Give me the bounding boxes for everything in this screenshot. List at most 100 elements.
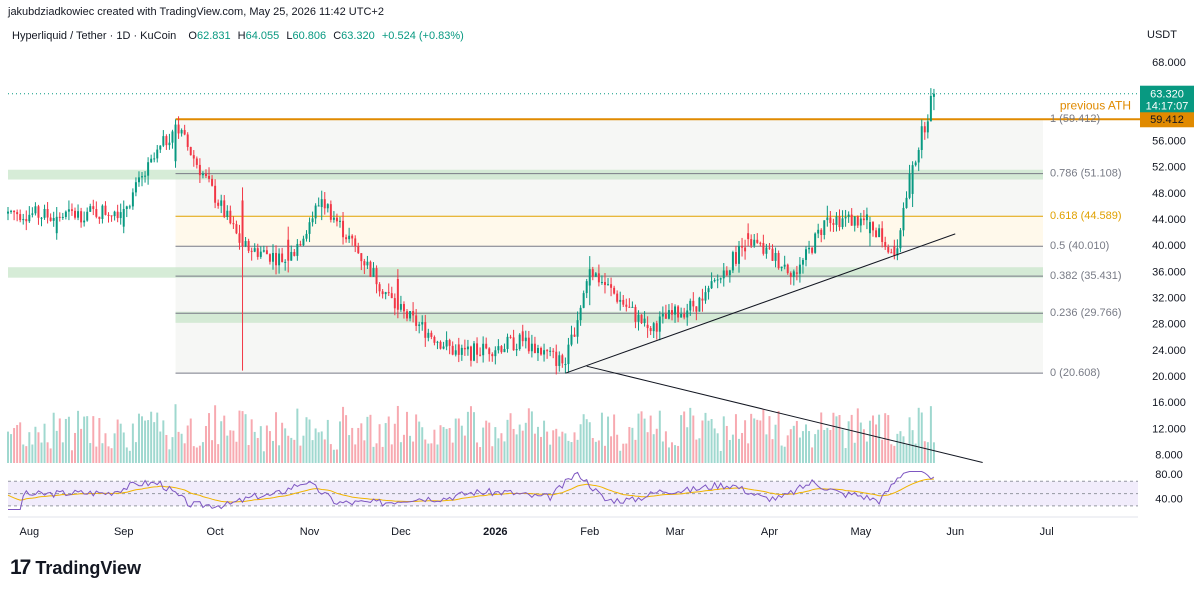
volume-bar: [680, 415, 683, 463]
candle-body: [558, 355, 561, 366]
candle-body: [235, 224, 238, 234]
candle-body: [899, 230, 902, 249]
volume-bar: [104, 433, 107, 463]
candle-body: [741, 246, 744, 248]
candle-body: [792, 271, 795, 277]
candle-body: [728, 270, 731, 276]
volume-bar: [728, 439, 731, 463]
candle-body: [448, 340, 451, 346]
candle-body: [332, 217, 335, 220]
candle-body: [174, 124, 177, 162]
tradingview-mark-icon: 17: [10, 556, 31, 579]
candle-body: [89, 206, 92, 212]
volume-bar: [914, 443, 917, 463]
candle-body: [808, 247, 811, 250]
candle-body: [201, 173, 204, 176]
volume-bars: [7, 404, 935, 463]
candle-body: [357, 246, 360, 254]
volume-bar: [713, 428, 716, 463]
volume-bar: [439, 425, 442, 463]
volume-bar: [500, 433, 503, 463]
volume-bar: [430, 443, 433, 463]
time-tick-label: Jul: [1040, 526, 1054, 538]
candle-body: [119, 212, 122, 219]
candle-body: [162, 136, 165, 146]
ohlc-high-value: 64.055: [245, 30, 280, 42]
volume-bar: [92, 416, 95, 463]
candle-body: [579, 307, 582, 321]
candle-body: [150, 158, 153, 163]
volume-bar: [13, 428, 16, 463]
candle-body: [262, 250, 265, 252]
volume-bar: [750, 413, 753, 463]
candle-body: [104, 205, 107, 215]
candle-body: [734, 252, 737, 264]
candle-body: [533, 343, 536, 354]
volume-bar: [607, 416, 610, 463]
candle-body: [884, 242, 887, 248]
candle-body: [536, 347, 539, 354]
volume-bar: [658, 410, 661, 463]
volume-bar: [823, 429, 826, 463]
candle-body: [540, 347, 543, 355]
volume-bar: [317, 432, 320, 463]
support-trendline: [565, 233, 956, 374]
candle-body: [302, 238, 305, 246]
volume-bar: [457, 418, 460, 463]
volume-bar: [110, 448, 113, 463]
volume-bar: [37, 432, 40, 463]
volume-bar: [116, 419, 119, 463]
time-axis[interactable]: Aug Sep Oct Nov Dec 2026 Feb Mar Apr May Jun Jul: [8, 516, 1138, 538]
volume-bar: [329, 444, 332, 463]
volume-bar: [153, 422, 156, 463]
candle-body: [424, 322, 427, 338]
candle-body: [817, 229, 820, 234]
candle-body: [530, 343, 533, 352]
candle-body: [439, 341, 442, 349]
volume-bar: [902, 436, 905, 463]
volume-bar: [868, 420, 871, 463]
candle-body: [31, 213, 34, 215]
candle-body: [738, 246, 740, 264]
volume-bar: [923, 441, 926, 463]
symbol-title[interactable]: Hyperliquid / Tether · 1D · KuCoin: [12, 30, 177, 42]
volume-bar: [302, 435, 305, 463]
candle-body: [762, 243, 765, 254]
volume-bar: [622, 443, 625, 463]
volume-bar: [442, 427, 445, 463]
volume-bar: [488, 422, 491, 463]
candle-body: [259, 251, 262, 257]
volume-bar: [491, 446, 494, 463]
volume-bar: [125, 447, 128, 463]
volume-bar: [594, 441, 597, 463]
volume-bar: [926, 442, 929, 463]
candle-body: [756, 239, 759, 243]
candle-body: [777, 253, 780, 269]
candle-body: [86, 211, 89, 221]
price-axis[interactable]: 68.00060.00056.00052.00048.00044.00040.0…: [1140, 57, 1194, 506]
candle-body: [305, 233, 308, 239]
volume-bar: [573, 432, 576, 463]
volume-bar: [64, 418, 67, 463]
volume-bar: [119, 423, 122, 463]
volume-bar: [905, 444, 908, 463]
candle-body: [509, 336, 512, 338]
price-tick-label: 24.000: [1152, 345, 1186, 357]
volume-bar: [899, 431, 902, 463]
volume-bar: [670, 442, 673, 463]
candle-body: [46, 208, 49, 218]
candle-body: [497, 346, 500, 351]
volume-bar: [817, 429, 820, 463]
tradingview-logo[interactable]: 17 TradingView: [10, 556, 141, 580]
candle-body: [189, 146, 192, 156]
candle-body: [862, 218, 865, 221]
currency-label[interactable]: USDT: [1147, 29, 1177, 41]
volume-bar: [762, 409, 765, 463]
volume-bar: [229, 430, 232, 463]
candle-body: [223, 200, 226, 217]
volume-bar: [756, 419, 759, 463]
candle-body: [640, 314, 643, 324]
time-tick-label: Oct: [207, 526, 224, 538]
volume-bar: [664, 431, 667, 463]
